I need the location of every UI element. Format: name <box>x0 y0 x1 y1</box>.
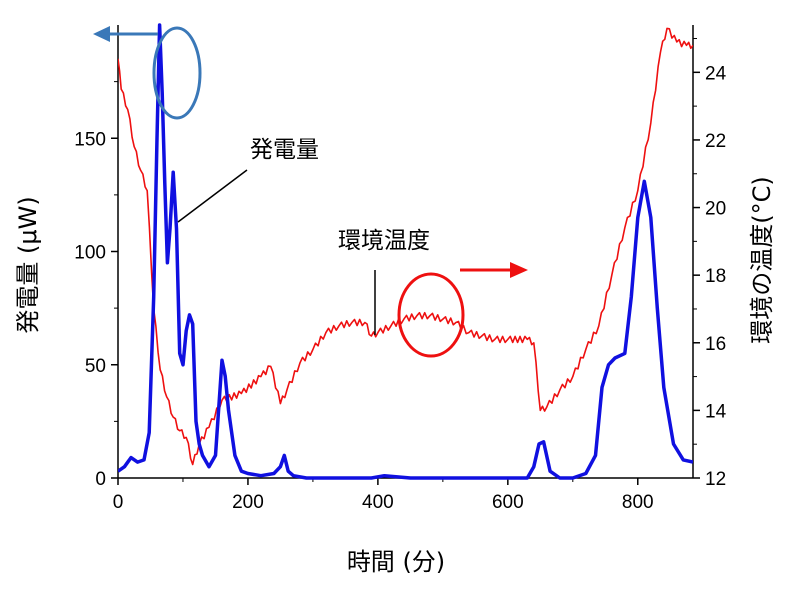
y-right-tick-label: 12 <box>705 469 726 490</box>
temperature-ellipse <box>397 272 465 358</box>
temperature-arrow-head <box>510 262 528 278</box>
y-left-tick-label: 50 <box>85 356 106 377</box>
y-right-tick-label: 14 <box>705 401 727 422</box>
series-layer <box>118 23 693 480</box>
y-right-tick-label: 22 <box>705 131 726 152</box>
power-ellipse <box>152 26 202 120</box>
axes: 0 200 400 600 800 0 50 100 150 12 14 16 18 20 22 24 <box>74 25 727 513</box>
y-right-tick-label: 20 <box>705 199 726 220</box>
power-annotation: 発電量 <box>250 137 319 163</box>
power-arrow-head <box>93 26 110 42</box>
x-tick-label: 600 <box>492 492 524 513</box>
y-right-tick-label: 16 <box>705 334 726 355</box>
power-series-line <box>118 23 693 480</box>
x-tick-label: 200 <box>232 492 264 513</box>
y-left-tick-label: 100 <box>74 243 106 264</box>
x-tick-label: 0 <box>113 492 124 513</box>
y-right-tick-label: 24 <box>705 63 727 84</box>
temperature-annotation: 環境温度 <box>338 228 430 254</box>
y-axis-left-title: 発電量 (μW) <box>14 196 42 333</box>
x-axis-title: 時間 (分) <box>347 548 445 576</box>
x-tick-label: 400 <box>362 492 394 513</box>
overlay <box>93 26 528 358</box>
power-pointer-line <box>177 169 248 223</box>
y-left-tick-label: 150 <box>74 129 106 150</box>
y-left-tick-label: 0 <box>95 469 106 490</box>
temperature-series-line <box>118 27 693 466</box>
x-tick-label: 800 <box>622 492 654 513</box>
y-right-tick-label: 18 <box>705 266 726 287</box>
y-axis-right-title: 環境の温度(°C) <box>748 176 776 343</box>
